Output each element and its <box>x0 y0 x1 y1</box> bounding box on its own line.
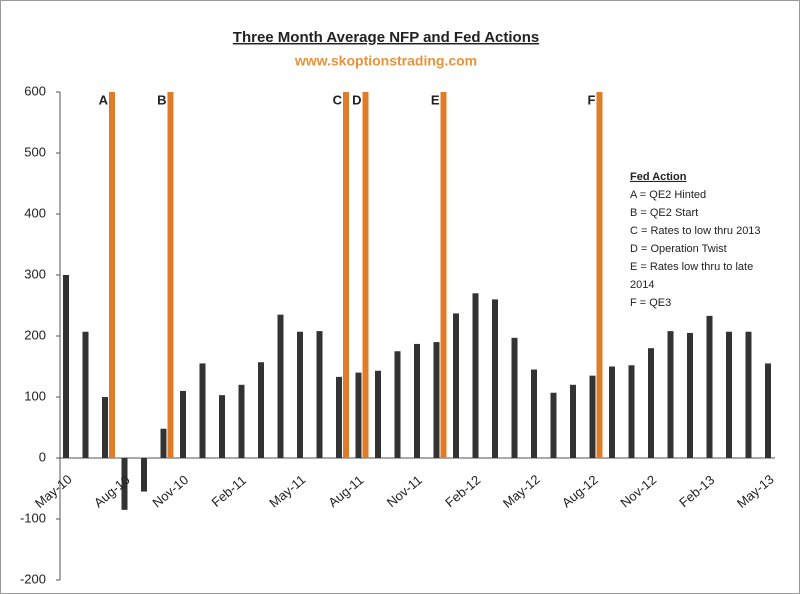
y-tick-label: 0 <box>39 449 46 464</box>
bar <box>375 370 381 458</box>
bar <box>219 395 225 458</box>
bar <box>355 372 362 458</box>
bar <box>453 313 459 458</box>
y-tick-label: 200 <box>24 327 46 342</box>
bar <box>648 348 654 458</box>
y-tick-label: -200 <box>20 571 46 586</box>
bar <box>570 384 576 458</box>
chart-subtitle: www.skoptionstrading.com <box>294 53 477 69</box>
bar <box>362 92 369 458</box>
bar <box>336 376 342 458</box>
bar <box>297 331 303 458</box>
legend-box-line: E = Rates low thru to late <box>630 261 753 273</box>
bar <box>141 458 147 492</box>
bar <box>121 458 128 510</box>
fed-action-letter: E <box>431 92 440 107</box>
fed-action-letter: C <box>333 92 343 107</box>
bar <box>160 428 167 458</box>
chart-title: Three Month Average NFP and Fed Actions <box>233 29 539 46</box>
y-tick-label: 300 <box>24 266 46 281</box>
bar <box>180 390 186 458</box>
bar <box>589 375 596 458</box>
bar <box>765 363 771 458</box>
legend-box-title: Fed Action <box>630 171 687 183</box>
bar <box>492 299 498 458</box>
y-tick-label: -100 <box>20 510 46 525</box>
bar <box>316 331 323 458</box>
y-tick-label: 400 <box>24 205 46 220</box>
bar <box>258 362 264 458</box>
legend-box-line: A = QE2 Hinted <box>630 189 706 201</box>
bar <box>82 331 89 458</box>
bar <box>706 315 713 458</box>
bar <box>63 275 69 458</box>
bar <box>102 397 108 458</box>
bar <box>238 384 245 458</box>
bar <box>667 331 674 458</box>
bar <box>394 351 401 458</box>
bar <box>109 92 115 458</box>
y-tick-label: 600 <box>24 83 46 98</box>
bar <box>745 331 752 458</box>
fed-action-letter: F <box>588 92 596 107</box>
bar <box>440 92 447 458</box>
y-tick-label: 100 <box>24 388 46 403</box>
bar <box>628 365 635 458</box>
fed-action-letter: D <box>352 92 361 107</box>
bar <box>277 314 284 458</box>
legend-box-line: B = QE2 Start <box>630 207 698 219</box>
bar <box>609 366 615 458</box>
bar <box>550 392 557 458</box>
fed-action-letter: A <box>99 92 109 107</box>
bar <box>726 331 732 458</box>
bar <box>433 342 440 458</box>
legend-box-line: D = Operation Twist <box>630 243 727 255</box>
bar <box>343 92 349 458</box>
legend-box-line: 2014 <box>630 279 654 291</box>
bar <box>511 337 518 458</box>
y-tick-label: 500 <box>24 144 46 159</box>
bar <box>687 332 693 458</box>
bar <box>199 363 206 458</box>
bar <box>167 92 174 458</box>
bar <box>414 343 420 458</box>
bar <box>531 369 537 458</box>
legend-box-line: F = QE3 <box>630 297 671 309</box>
legend-box-line: C = Rates to low thru 2013 <box>630 225 761 237</box>
fed-action-letter: B <box>157 92 166 107</box>
bar <box>596 92 603 458</box>
bar <box>472 293 479 458</box>
